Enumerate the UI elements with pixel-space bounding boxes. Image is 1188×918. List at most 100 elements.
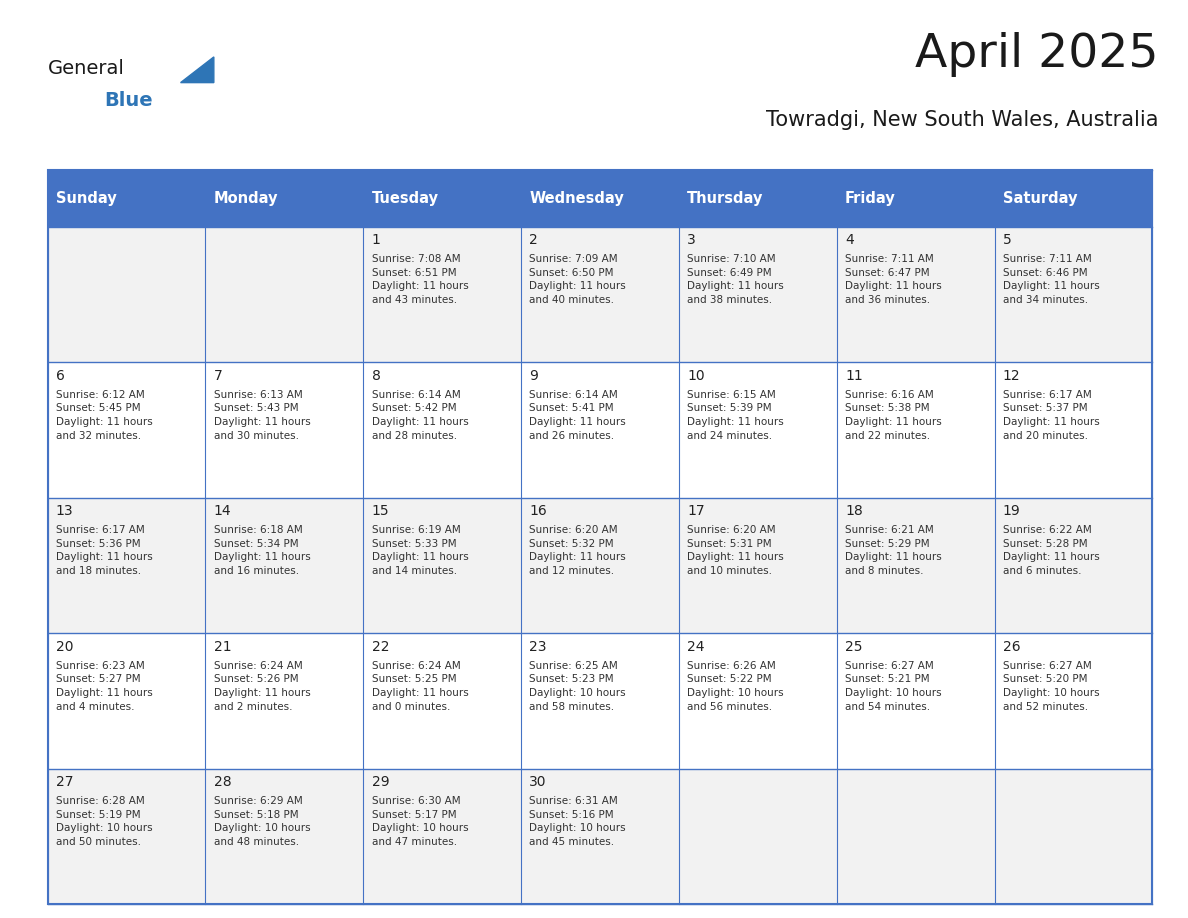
Text: 29: 29: [372, 775, 390, 789]
Bar: [836, 227, 994, 363]
Text: Sunrise: 6:27 AM
Sunset: 5:21 PM
Daylight: 10 hours
and 54 minutes.: Sunrise: 6:27 AM Sunset: 5:21 PM Dayligh…: [845, 661, 942, 711]
Bar: [836, 170, 994, 227]
Text: 16: 16: [530, 504, 548, 518]
Text: 23: 23: [530, 640, 546, 654]
Text: 4: 4: [845, 233, 854, 247]
Bar: [678, 633, 836, 768]
Bar: [48, 170, 206, 227]
Text: 26: 26: [1003, 640, 1020, 654]
Text: 14: 14: [214, 504, 232, 518]
Text: Towradgi, New South Wales, Australia: Towradgi, New South Wales, Australia: [766, 110, 1158, 130]
Text: Sunrise: 6:30 AM
Sunset: 5:17 PM
Daylight: 10 hours
and 47 minutes.: Sunrise: 6:30 AM Sunset: 5:17 PM Dayligh…: [372, 796, 468, 847]
Text: 27: 27: [56, 775, 74, 789]
Text: General: General: [48, 59, 125, 78]
Bar: [206, 227, 364, 363]
Text: Sunday: Sunday: [56, 191, 116, 206]
Bar: [364, 498, 522, 633]
Text: Sunrise: 7:11 AM
Sunset: 6:46 PM
Daylight: 11 hours
and 34 minutes.: Sunrise: 7:11 AM Sunset: 6:46 PM Dayligh…: [1003, 254, 1100, 305]
Bar: [48, 768, 206, 904]
Text: Sunrise: 6:18 AM
Sunset: 5:34 PM
Daylight: 11 hours
and 16 minutes.: Sunrise: 6:18 AM Sunset: 5:34 PM Dayligh…: [214, 525, 310, 577]
Bar: [522, 227, 678, 363]
Bar: [994, 768, 1152, 904]
Bar: [994, 633, 1152, 768]
Text: 10: 10: [687, 369, 704, 383]
Bar: [364, 227, 522, 363]
Bar: [994, 227, 1152, 363]
Text: 9: 9: [530, 369, 538, 383]
Text: 17: 17: [687, 504, 704, 518]
Bar: [836, 498, 994, 633]
Text: April 2025: April 2025: [915, 32, 1158, 77]
Bar: [48, 498, 206, 633]
Text: Sunrise: 6:29 AM
Sunset: 5:18 PM
Daylight: 10 hours
and 48 minutes.: Sunrise: 6:29 AM Sunset: 5:18 PM Dayligh…: [214, 796, 310, 847]
Bar: [206, 170, 364, 227]
Text: Friday: Friday: [845, 191, 896, 206]
Bar: [678, 363, 836, 498]
Text: Tuesday: Tuesday: [372, 191, 438, 206]
Bar: [48, 633, 206, 768]
Text: Sunrise: 6:20 AM
Sunset: 5:31 PM
Daylight: 11 hours
and 10 minutes.: Sunrise: 6:20 AM Sunset: 5:31 PM Dayligh…: [687, 525, 784, 577]
Text: Sunrise: 6:16 AM
Sunset: 5:38 PM
Daylight: 11 hours
and 22 minutes.: Sunrise: 6:16 AM Sunset: 5:38 PM Dayligh…: [845, 390, 942, 441]
Bar: [994, 498, 1152, 633]
Text: Sunrise: 6:12 AM
Sunset: 5:45 PM
Daylight: 11 hours
and 32 minutes.: Sunrise: 6:12 AM Sunset: 5:45 PM Dayligh…: [56, 390, 152, 441]
Text: 22: 22: [372, 640, 388, 654]
Text: Sunrise: 6:26 AM
Sunset: 5:22 PM
Daylight: 10 hours
and 56 minutes.: Sunrise: 6:26 AM Sunset: 5:22 PM Dayligh…: [687, 661, 784, 711]
Text: Sunrise: 6:27 AM
Sunset: 5:20 PM
Daylight: 10 hours
and 52 minutes.: Sunrise: 6:27 AM Sunset: 5:20 PM Dayligh…: [1003, 661, 1099, 711]
Bar: [678, 170, 836, 227]
Text: Sunrise: 6:13 AM
Sunset: 5:43 PM
Daylight: 11 hours
and 30 minutes.: Sunrise: 6:13 AM Sunset: 5:43 PM Dayligh…: [214, 390, 310, 441]
Text: 3: 3: [687, 233, 696, 247]
Text: 5: 5: [1003, 233, 1012, 247]
Bar: [364, 363, 522, 498]
Text: Sunrise: 6:31 AM
Sunset: 5:16 PM
Daylight: 10 hours
and 45 minutes.: Sunrise: 6:31 AM Sunset: 5:16 PM Dayligh…: [530, 796, 626, 847]
Text: 24: 24: [687, 640, 704, 654]
Bar: [364, 170, 522, 227]
Bar: [836, 633, 994, 768]
Text: 19: 19: [1003, 504, 1020, 518]
Text: Sunrise: 6:20 AM
Sunset: 5:32 PM
Daylight: 11 hours
and 12 minutes.: Sunrise: 6:20 AM Sunset: 5:32 PM Dayligh…: [530, 525, 626, 577]
Text: Sunrise: 6:25 AM
Sunset: 5:23 PM
Daylight: 10 hours
and 58 minutes.: Sunrise: 6:25 AM Sunset: 5:23 PM Dayligh…: [530, 661, 626, 711]
Bar: [678, 498, 836, 633]
Bar: [836, 768, 994, 904]
Text: 21: 21: [214, 640, 232, 654]
Bar: [48, 170, 1152, 904]
Bar: [522, 363, 678, 498]
Text: 13: 13: [56, 504, 74, 518]
Bar: [48, 227, 206, 363]
Text: 20: 20: [56, 640, 74, 654]
Text: Sunrise: 6:15 AM
Sunset: 5:39 PM
Daylight: 11 hours
and 24 minutes.: Sunrise: 6:15 AM Sunset: 5:39 PM Dayligh…: [687, 390, 784, 441]
Text: 2: 2: [530, 233, 538, 247]
Text: Sunrise: 7:08 AM
Sunset: 6:51 PM
Daylight: 11 hours
and 43 minutes.: Sunrise: 7:08 AM Sunset: 6:51 PM Dayligh…: [372, 254, 468, 305]
Bar: [206, 768, 364, 904]
Text: 8: 8: [372, 369, 380, 383]
Text: Sunrise: 7:09 AM
Sunset: 6:50 PM
Daylight: 11 hours
and 40 minutes.: Sunrise: 7:09 AM Sunset: 6:50 PM Dayligh…: [530, 254, 626, 305]
Text: Sunrise: 6:21 AM
Sunset: 5:29 PM
Daylight: 11 hours
and 8 minutes.: Sunrise: 6:21 AM Sunset: 5:29 PM Dayligh…: [845, 525, 942, 577]
Text: Sunrise: 6:17 AM
Sunset: 5:37 PM
Daylight: 11 hours
and 20 minutes.: Sunrise: 6:17 AM Sunset: 5:37 PM Dayligh…: [1003, 390, 1100, 441]
Bar: [206, 633, 364, 768]
Text: Saturday: Saturday: [1003, 191, 1078, 206]
Bar: [522, 768, 678, 904]
Text: 7: 7: [214, 369, 222, 383]
Bar: [522, 633, 678, 768]
Text: 6: 6: [56, 369, 64, 383]
Text: Wednesday: Wednesday: [530, 191, 624, 206]
Text: Sunrise: 6:24 AM
Sunset: 5:26 PM
Daylight: 11 hours
and 2 minutes.: Sunrise: 6:24 AM Sunset: 5:26 PM Dayligh…: [214, 661, 310, 711]
Bar: [206, 363, 364, 498]
Text: 18: 18: [845, 504, 862, 518]
Bar: [522, 170, 678, 227]
Bar: [364, 633, 522, 768]
Bar: [206, 498, 364, 633]
Text: Sunrise: 7:10 AM
Sunset: 6:49 PM
Daylight: 11 hours
and 38 minutes.: Sunrise: 7:10 AM Sunset: 6:49 PM Dayligh…: [687, 254, 784, 305]
Text: Sunrise: 6:14 AM
Sunset: 5:41 PM
Daylight: 11 hours
and 26 minutes.: Sunrise: 6:14 AM Sunset: 5:41 PM Dayligh…: [530, 390, 626, 441]
Text: 1: 1: [372, 233, 380, 247]
Polygon shape: [181, 57, 214, 83]
Bar: [364, 768, 522, 904]
Text: Sunrise: 7:11 AM
Sunset: 6:47 PM
Daylight: 11 hours
and 36 minutes.: Sunrise: 7:11 AM Sunset: 6:47 PM Dayligh…: [845, 254, 942, 305]
Text: Sunrise: 6:17 AM
Sunset: 5:36 PM
Daylight: 11 hours
and 18 minutes.: Sunrise: 6:17 AM Sunset: 5:36 PM Dayligh…: [56, 525, 152, 577]
Text: 12: 12: [1003, 369, 1020, 383]
Text: 28: 28: [214, 775, 232, 789]
Text: 11: 11: [845, 369, 862, 383]
Text: Thursday: Thursday: [687, 191, 764, 206]
Bar: [678, 227, 836, 363]
Text: Blue: Blue: [105, 91, 153, 110]
Text: 30: 30: [530, 775, 546, 789]
